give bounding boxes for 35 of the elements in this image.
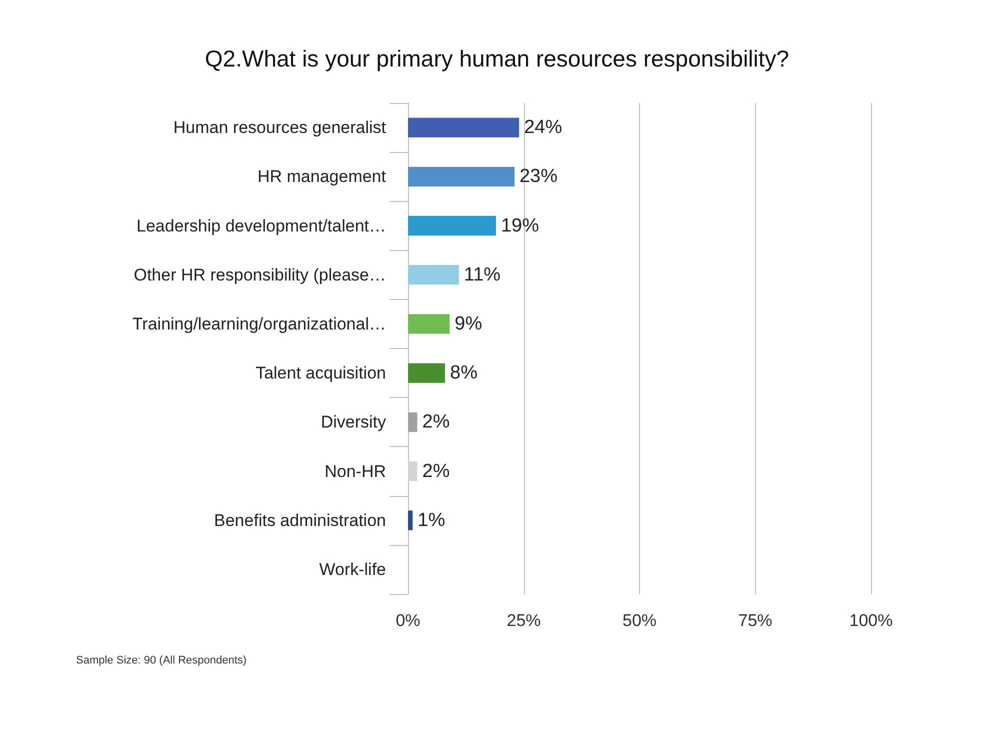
data-label: 2% <box>422 460 450 482</box>
x-tick-label: 75% <box>738 611 772 630</box>
x-tick-label: 50% <box>622 611 657 630</box>
data-label: 2% <box>422 412 450 433</box>
data-label: 24% <box>524 117 562 138</box>
bar <box>408 412 418 432</box>
y-tick-label: Non-HR <box>324 462 386 481</box>
x-tick-label: 100% <box>849 611 893 630</box>
data-label: 9% <box>454 313 482 334</box>
data-label: 19% <box>500 215 540 236</box>
y-tick-label: HR management <box>257 167 386 186</box>
y-tick-label: Talent acquisition <box>256 364 386 383</box>
text: Sample Size: 90 (All Respondents) <box>76 654 247 666</box>
y-tick-label: Human resources generalist <box>173 118 386 138</box>
bar <box>408 265 459 285</box>
bar <box>408 314 450 334</box>
y-tick-label: Benefits administration <box>214 510 386 530</box>
y-tick-label: Leadership development/talent… <box>136 216 386 236</box>
y-tick-label: Training/learning/organizational… <box>132 314 386 334</box>
y-tick-label: Diversity <box>320 412 386 432</box>
y-tick-label: Other HR responsibility (please… <box>134 265 386 284</box>
bar <box>408 461 418 482</box>
y-tick-label: Work-life <box>319 560 386 579</box>
data-label: 1% <box>418 510 446 531</box>
data-label: 11% <box>464 264 501 286</box>
x-tick-label: 0% <box>396 611 420 630</box>
bar <box>408 216 496 236</box>
bar <box>408 166 514 186</box>
bar <box>408 510 413 530</box>
data-label: 8% <box>450 362 478 384</box>
bar <box>408 363 446 383</box>
data-label: 23% <box>519 166 558 188</box>
x-tick-label: 25% <box>506 611 541 630</box>
chart-title: Q2.What is your primary human resources responsibility? <box>204 46 790 72</box>
bar <box>408 118 520 138</box>
